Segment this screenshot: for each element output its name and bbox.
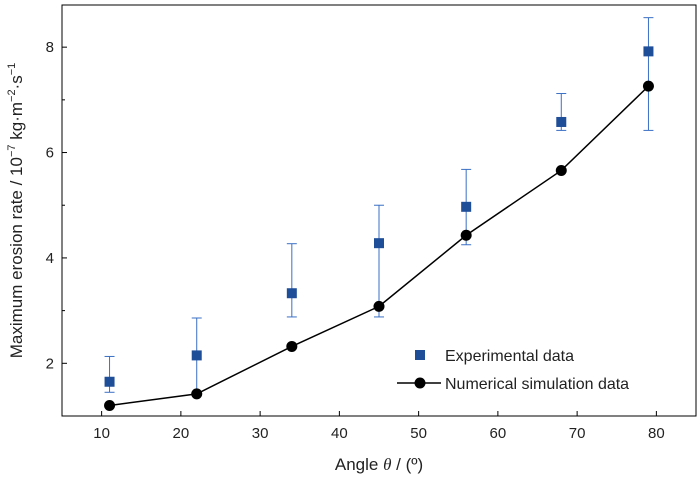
experimental-point bbox=[461, 201, 472, 212]
experimental-point bbox=[643, 46, 654, 57]
y-axis-title: Maximum erosion rate / 10−7 kg·m−2·s−1 bbox=[6, 63, 26, 359]
simulation-point bbox=[286, 340, 298, 352]
legend: Experimental data Numerical simulation d… bbox=[397, 348, 629, 393]
experimental-point bbox=[374, 238, 384, 249]
y-tick-label: 2 bbox=[46, 355, 54, 372]
plot-frame bbox=[61, 4, 697, 417]
y-axis-title-mid: kg·m bbox=[7, 102, 26, 145]
x-axis-title-suffix: / (º) bbox=[391, 455, 423, 474]
y-tick-label: 6 bbox=[46, 145, 54, 162]
experimental-point bbox=[191, 350, 202, 361]
x-tick-label: 60 bbox=[490, 425, 507, 442]
experimental-point bbox=[556, 116, 567, 127]
y-axis-title-exp-2: −2 bbox=[6, 89, 18, 102]
legend-label-experimental: Experimental data bbox=[445, 348, 574, 365]
y-tick-label: 8 bbox=[46, 39, 54, 56]
legend-marker-experimental bbox=[415, 350, 425, 360]
legend-label-simulation: Numerical simulation data bbox=[445, 376, 629, 393]
y-axis-title-main: Maximum erosion rate / 10 bbox=[7, 157, 26, 358]
y-axis-title-exp-1: −7 bbox=[6, 144, 18, 157]
simulation-point bbox=[555, 164, 567, 176]
legend-marker-simulation bbox=[414, 377, 426, 389]
x-tick-label: 50 bbox=[410, 425, 427, 442]
x-tick-label: 10 bbox=[93, 425, 110, 442]
simulation-point bbox=[642, 80, 654, 92]
y-axis-title-exp-3: −1 bbox=[6, 63, 18, 76]
y-axis-title-mid-2: ·s bbox=[7, 75, 26, 89]
x-tick-label: 70 bbox=[569, 425, 586, 442]
axes: 10 20 30 40 50 60 70 80 2 4 6 8 bbox=[46, 39, 665, 442]
x-tick-label: 30 bbox=[252, 425, 269, 442]
x-axis-title-prefix: Angle bbox=[335, 455, 383, 474]
simulation-point bbox=[191, 388, 203, 400]
x-axis-title: Angle θ / (º) bbox=[335, 455, 423, 474]
plot-area bbox=[104, 17, 654, 411]
simulation-point bbox=[460, 229, 472, 241]
x-tick-label: 40 bbox=[331, 425, 348, 442]
x-axis-title-symbol: θ bbox=[383, 455, 391, 474]
x-tick-label: 20 bbox=[173, 425, 190, 442]
y-tick-label: 4 bbox=[46, 250, 54, 267]
x-tick-label: 80 bbox=[648, 425, 665, 442]
experimental-point bbox=[104, 376, 115, 387]
simulation-point bbox=[104, 399, 116, 411]
experimental-point bbox=[286, 288, 297, 299]
simulation-point bbox=[373, 300, 385, 312]
